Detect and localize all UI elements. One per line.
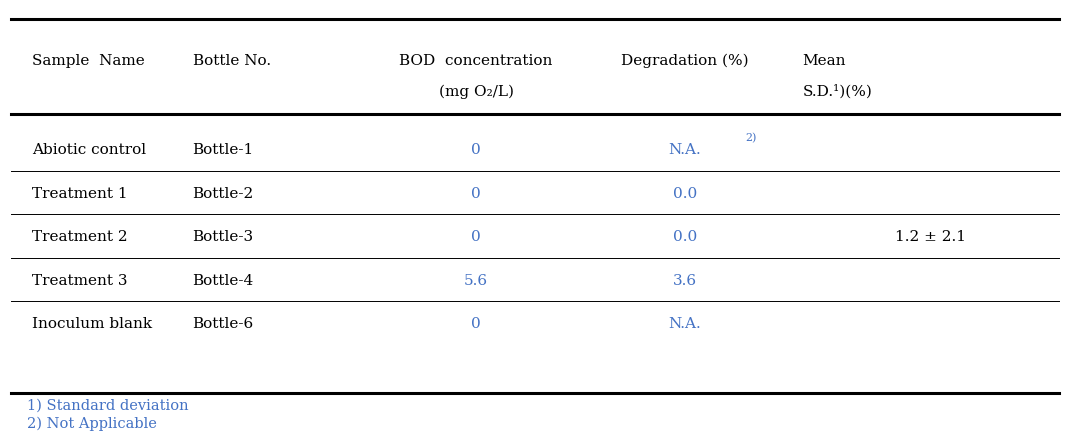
Text: 0: 0 xyxy=(471,186,482,200)
Text: 2): 2) xyxy=(746,132,758,143)
Text: Treatment 1: Treatment 1 xyxy=(32,186,127,200)
Text: S.D.¹)(%): S.D.¹)(%) xyxy=(802,84,872,98)
Text: 0: 0 xyxy=(471,316,482,330)
Text: Mean: Mean xyxy=(802,54,846,68)
Text: 3.6: 3.6 xyxy=(673,273,697,287)
Text: Bottle-1: Bottle-1 xyxy=(193,143,254,157)
Text: N.A.: N.A. xyxy=(669,143,701,157)
Text: Bottle-6: Bottle-6 xyxy=(193,316,254,330)
Text: 2) Not Applicable: 2) Not Applicable xyxy=(27,416,156,431)
Text: 1) Standard deviation: 1) Standard deviation xyxy=(27,398,188,411)
Text: 0.0: 0.0 xyxy=(673,186,697,200)
Text: Bottle No.: Bottle No. xyxy=(193,54,271,68)
Text: 5.6: 5.6 xyxy=(464,273,488,287)
Text: Treatment 2: Treatment 2 xyxy=(32,230,127,243)
Text: Bottle-2: Bottle-2 xyxy=(193,186,254,200)
Text: Abiotic control: Abiotic control xyxy=(32,143,147,157)
Text: Treatment 3: Treatment 3 xyxy=(32,273,127,287)
Text: 0: 0 xyxy=(471,143,482,157)
Text: Degradation (%): Degradation (%) xyxy=(621,53,749,68)
Text: BOD  concentration: BOD concentration xyxy=(399,54,553,68)
Text: 1.2 ± 2.1: 1.2 ± 2.1 xyxy=(896,230,966,243)
Text: (mg O₂/L): (mg O₂/L) xyxy=(439,84,514,99)
Text: Bottle-3: Bottle-3 xyxy=(193,230,254,243)
Text: Sample  Name: Sample Name xyxy=(32,54,144,68)
Text: Inoculum blank: Inoculum blank xyxy=(32,316,152,330)
Text: 0.0: 0.0 xyxy=(673,230,697,243)
Text: 0: 0 xyxy=(471,230,482,243)
Text: Bottle-4: Bottle-4 xyxy=(193,273,254,287)
Text: N.A.: N.A. xyxy=(669,316,701,330)
